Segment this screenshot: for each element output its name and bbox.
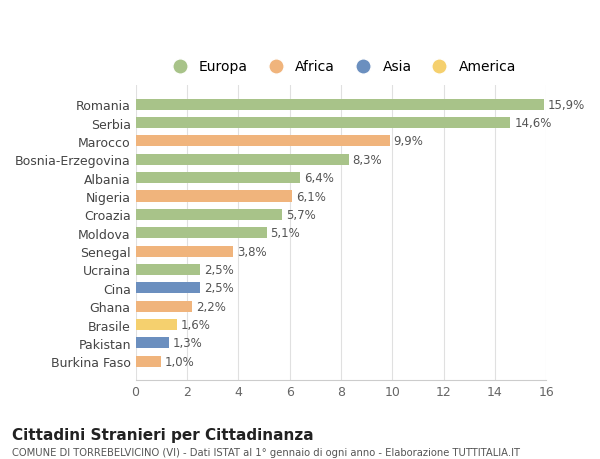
Text: 1,0%: 1,0% — [165, 355, 195, 368]
Text: 2,2%: 2,2% — [196, 300, 226, 313]
Bar — [136, 246, 233, 257]
Text: 6,4%: 6,4% — [304, 172, 334, 185]
Bar — [136, 301, 192, 312]
Text: 6,1%: 6,1% — [296, 190, 326, 203]
Text: 3,8%: 3,8% — [237, 245, 266, 258]
Bar — [136, 319, 176, 330]
Bar — [136, 264, 200, 275]
Bar — [136, 173, 300, 184]
Bar — [136, 209, 282, 220]
Legend: Europa, Africa, Asia, America: Europa, Africa, Asia, America — [160, 55, 521, 80]
Bar — [136, 154, 349, 165]
Text: 14,6%: 14,6% — [514, 117, 551, 130]
Bar — [136, 338, 169, 349]
Bar — [136, 100, 544, 111]
Text: 5,7%: 5,7% — [286, 208, 316, 221]
Text: 2,5%: 2,5% — [203, 263, 233, 276]
Text: 8,3%: 8,3% — [353, 153, 382, 167]
Text: 1,3%: 1,3% — [173, 336, 203, 350]
Bar — [136, 191, 292, 202]
Bar — [136, 283, 200, 294]
Bar — [136, 228, 266, 239]
Text: 9,9%: 9,9% — [394, 135, 424, 148]
Text: 1,6%: 1,6% — [181, 319, 211, 331]
Bar — [136, 136, 390, 147]
Bar — [136, 118, 511, 129]
Text: 5,1%: 5,1% — [271, 227, 300, 240]
Text: COMUNE DI TORREBELVICINO (VI) - Dati ISTAT al 1° gennaio di ogni anno - Elaboraz: COMUNE DI TORREBELVICINO (VI) - Dati IST… — [12, 448, 520, 458]
Text: Cittadini Stranieri per Cittadinanza: Cittadini Stranieri per Cittadinanza — [12, 427, 314, 442]
Text: 2,5%: 2,5% — [203, 282, 233, 295]
Bar — [136, 356, 161, 367]
Text: 15,9%: 15,9% — [548, 99, 585, 112]
